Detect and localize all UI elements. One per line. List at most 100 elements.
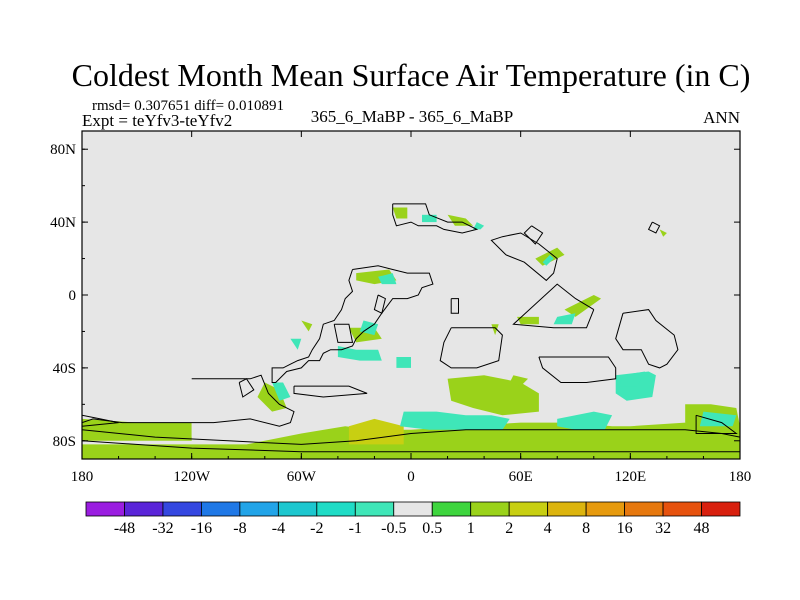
colorbar-swatch (239, 501, 279, 517)
coastline (373, 294, 386, 314)
anomaly-patch (517, 316, 539, 325)
coastline (450, 298, 459, 314)
anomaly-patch (348, 418, 404, 445)
anomaly-patch (447, 375, 539, 416)
y-tick-label: 80N (50, 142, 76, 158)
y-tick-label: 80S (53, 434, 76, 450)
coastline (490, 232, 558, 282)
colorbar-label: 8 (582, 520, 590, 537)
colorbar-label: -16 (191, 520, 212, 537)
colorbar-swatch (85, 501, 125, 517)
coastline (523, 225, 544, 245)
colorbar-swatch (354, 501, 395, 517)
coastline (512, 283, 595, 329)
anomaly-patch (396, 357, 411, 368)
anomaly-patch (422, 214, 437, 223)
x-tick-label: 120W (173, 469, 211, 485)
experiment-label: Expt = teYfv3-teYfv2 (82, 111, 232, 130)
anomaly-patch (473, 222, 485, 230)
coastline (82, 429, 740, 445)
y-axis: 80N 40N 0 40S 80S (50, 142, 740, 450)
anomaly-patch (337, 346, 382, 361)
x-tick-label: 180 (729, 469, 752, 485)
colorbar-label: 2 (505, 520, 513, 537)
colorbar-label: -0.5 (381, 520, 406, 537)
colorbar-label: -32 (152, 520, 173, 537)
x-tick-label: 60W (287, 469, 317, 485)
colorbar-label: -48 (114, 520, 135, 537)
y-tick-label: 40N (50, 215, 76, 231)
anomaly-patch (699, 411, 737, 427)
coastline (439, 327, 503, 369)
colorbar-label: 4 (544, 520, 552, 537)
coastline (238, 378, 255, 398)
anomaly-patch (191, 422, 254, 438)
colorbar-swatch (124, 501, 164, 517)
colorbar-label: 16 (617, 520, 633, 537)
anomaly-patch (564, 295, 602, 317)
coastline (647, 221, 661, 234)
coastline (538, 356, 617, 383)
anomaly-patch (392, 207, 408, 219)
anomaly-patch (619, 371, 645, 387)
coastline (695, 414, 738, 434)
y-tick-label: 0 (69, 288, 77, 304)
anomaly-patch (509, 375, 528, 387)
season-label: ANN (703, 108, 740, 127)
x-tick-label: 120E (614, 469, 646, 485)
colorbar-swatch (701, 501, 741, 517)
chart-title: Coldest Month Mean Surface Air Temperatu… (72, 57, 751, 93)
colorbar: -48 -32 -16 -8 -4 -2 -1 -0.5 0.5 1 2 4 8 16 32 48 (85, 501, 741, 537)
colorbar-swatch (508, 501, 549, 517)
coastline (271, 265, 434, 383)
coastline (82, 374, 295, 427)
colorbar-swatch (277, 501, 318, 517)
coastline (293, 385, 368, 398)
x-axis: 180 120W 60W 0 60E 120E 180 (71, 131, 752, 485)
anomaly-patch (301, 320, 313, 332)
colorbar-label: 0.5 (422, 520, 442, 537)
coastline (615, 309, 679, 369)
anomaly-patch (272, 382, 291, 401)
colorbar-label: 1 (467, 520, 475, 537)
center-label: 365_6_MaBP - 365_6_MaBP (311, 107, 513, 126)
coastline (82, 414, 119, 427)
map-plot: 180 120W 60W 0 60E 120E 180 80N 40N 0 40S 80S (50, 130, 752, 485)
x-tick-label: 180 (71, 469, 94, 485)
coastline (392, 203, 479, 234)
colorbar-swatch (316, 501, 356, 517)
coastline (333, 323, 354, 343)
anomaly-patch (659, 229, 667, 237)
anomaly-patch (557, 411, 613, 430)
colorbar-label: -4 (272, 520, 285, 537)
map-background (82, 131, 740, 459)
colorbar-label: 48 (694, 520, 710, 537)
anomaly-patch (491, 324, 499, 336)
colorbar-swatch (393, 501, 433, 517)
anomaly-patch (447, 214, 474, 226)
colorbar-label: 32 (655, 520, 671, 537)
anomaly-patch (553, 313, 576, 325)
colorbar-label: -2 (310, 520, 323, 537)
colorbar-swatch (162, 501, 202, 517)
y-tick-label: 40S (53, 361, 76, 377)
anomaly-patch (400, 411, 510, 430)
anomaly-patch (378, 273, 397, 285)
colorbar-swatch (431, 501, 472, 517)
colorbar-label: -8 (233, 520, 246, 537)
x-tick-label: 0 (407, 469, 415, 485)
stats-text: rmsd= 0.307651 diff= 0.010891 (92, 98, 284, 114)
colorbar-swatch (201, 501, 241, 517)
x-tick-label: 60E (509, 469, 533, 485)
anomaly-patch (82, 418, 192, 441)
anomaly-patch (290, 338, 302, 350)
colorbar-swatch (470, 501, 510, 517)
coastline (82, 440, 740, 453)
colorbar-swatch (662, 501, 702, 517)
anomaly-patch (542, 254, 554, 266)
colorbar-swatch (624, 501, 664, 517)
colorbar-swatch (585, 501, 625, 517)
coastlines (82, 203, 740, 453)
colorbar-swatch (547, 501, 587, 517)
